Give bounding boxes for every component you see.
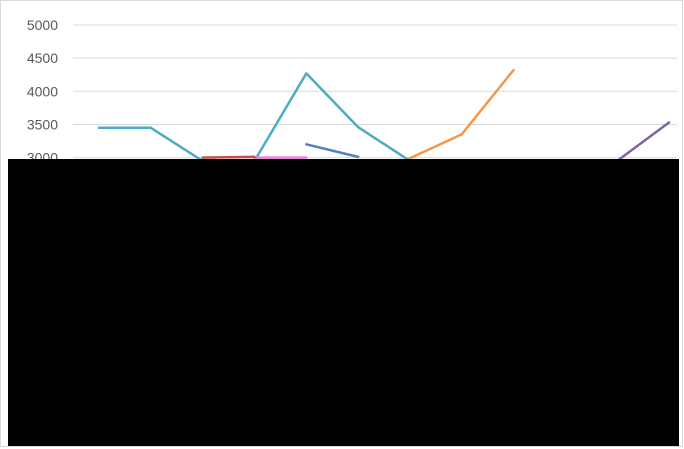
series-line-6 [201,155,256,159]
series-line-1 [97,72,412,163]
series-lines [97,68,671,163]
y-tick-label: 4500 [27,50,58,66]
redaction-block [8,159,679,446]
series-line-2 [305,143,360,159]
y-tick-label: 5000 [27,17,58,33]
series-line-3 [408,68,515,160]
gridlines [73,24,677,159]
y-tick-label: 4000 [27,83,58,99]
series-line-4 [615,121,671,163]
y-tick-label: 3500 [27,116,58,132]
